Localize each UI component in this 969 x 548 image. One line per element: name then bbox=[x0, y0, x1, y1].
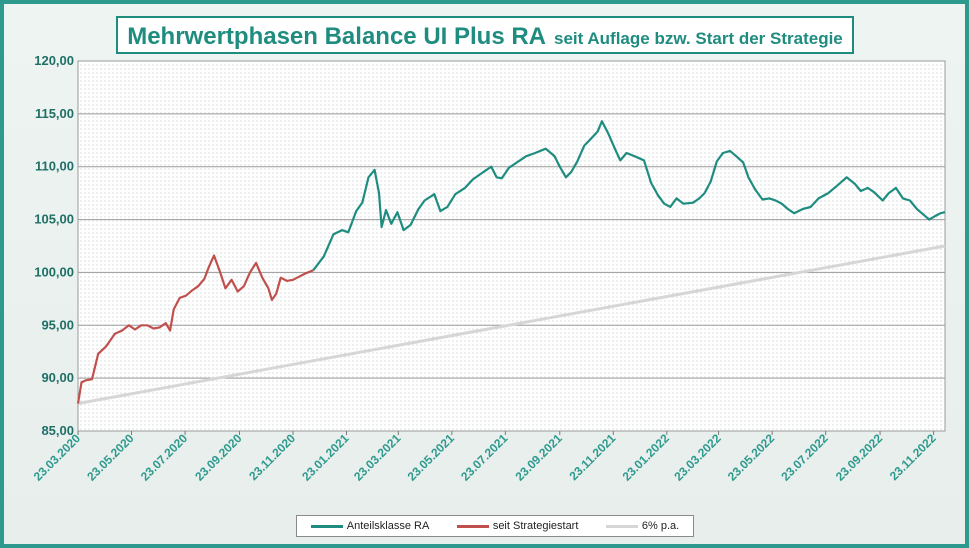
legend-item-anteilsklasse: Anteilsklasse RA bbox=[310, 520, 430, 532]
legend-item-6pct: 6% p.a. bbox=[605, 520, 680, 532]
y-axis: 85,00 90,00 95,00 100,00 105,00 110,00 115,00 1… bbox=[34, 53, 74, 438]
x-tick-label: 23.11.2020 bbox=[246, 431, 298, 483]
legend-label: 6% p.a. bbox=[641, 520, 680, 532]
x-tick-label: 23.03.2021 bbox=[351, 431, 404, 484]
legend-label: seit Strategiestart bbox=[492, 520, 579, 532]
x-tick-label: 23.07.2022 bbox=[778, 431, 831, 484]
x-tick-label: 23.09.2020 bbox=[192, 431, 245, 484]
x-tick-label: 23.01.2021 bbox=[299, 431, 352, 484]
chart-title-sub: seit Auflage bzw. Start der Strategie bbox=[554, 29, 843, 48]
y-tick-label: 105,00 bbox=[34, 212, 74, 227]
y-tick-label: 115,00 bbox=[35, 106, 74, 121]
y-tick-label: 95,00 bbox=[41, 317, 74, 332]
series-anteilsklasse-ra bbox=[312, 120, 946, 271]
y-tick-label: 120,00 bbox=[34, 53, 74, 68]
y-tick-label: 110,00 bbox=[35, 159, 74, 174]
y-tick-label: 100,00 bbox=[34, 264, 74, 279]
series-6pct-pa bbox=[77, 244, 946, 405]
plot-area bbox=[77, 60, 946, 432]
series-lines bbox=[76, 120, 946, 405]
x-tick-label: 23.11.2021 bbox=[567, 431, 619, 483]
chart-title: Mehrwertphasen Balance UI Plus RA seit A… bbox=[116, 16, 854, 54]
x-tick-label: 23.05.2021 bbox=[405, 431, 458, 484]
legend-item-strategiestart: seit Strategiestart bbox=[456, 520, 579, 532]
x-tick-label: 23.09.2022 bbox=[833, 431, 886, 484]
x-tick-label: 23.11.2022 bbox=[887, 431, 939, 483]
legend-swatch-red bbox=[456, 524, 489, 528]
x-tick-label: 23.03.2022 bbox=[671, 431, 724, 484]
legend: Anteilsklasse RA seit Strategiestart 6% … bbox=[296, 515, 694, 537]
x-tick-label: 23.05.2020 bbox=[84, 431, 137, 484]
x-axis: 23.03.2020 23.05.2020 23.07.2020 23.09.2020… bbox=[31, 431, 939, 484]
y-tick-label: 85,00 bbox=[41, 423, 74, 438]
x-tick-label: 23.01.2022 bbox=[620, 431, 673, 484]
x-tick-label: 23.07.2021 bbox=[458, 431, 511, 484]
x-tick-label: 23.07.2020 bbox=[138, 431, 191, 484]
legend-swatch-gray bbox=[605, 524, 638, 528]
x-tick-label: 23.03.2020 bbox=[31, 431, 84, 484]
legend-label: Anteilsklasse RA bbox=[346, 520, 430, 532]
x-tick-label: 23.05.2022 bbox=[725, 431, 778, 484]
gridlines bbox=[78, 60, 945, 432]
series-seit-strategiestart bbox=[76, 254, 314, 404]
legend-swatch-teal bbox=[310, 524, 343, 528]
x-tick-label: 23.09.2021 bbox=[513, 431, 566, 484]
chart-title-main: Mehrwertphasen Balance UI Plus RA bbox=[127, 23, 546, 50]
y-tick-label: 90,00 bbox=[41, 370, 74, 385]
